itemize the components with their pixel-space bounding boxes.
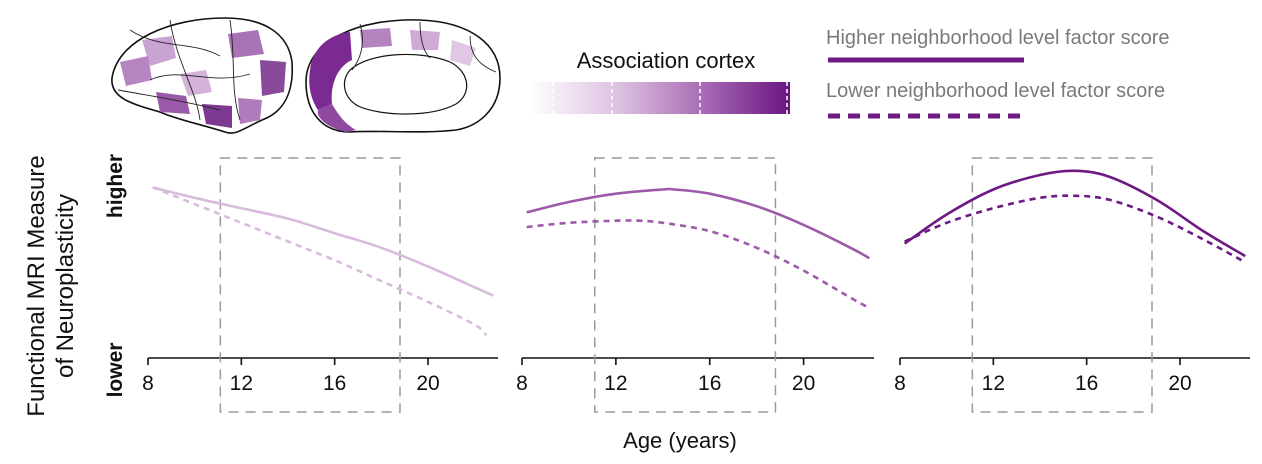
x-tick-label: 12 xyxy=(230,372,253,395)
x-tick-label: 8 xyxy=(142,372,154,395)
series-line-dashed xyxy=(526,219,870,310)
x-tick-label: 20 xyxy=(1168,372,1191,395)
series-line-dashed xyxy=(904,194,1246,264)
panel-2: 8 12 16 20 xyxy=(516,157,874,413)
brain-medial-icon xyxy=(305,19,501,133)
x-tick-label: 20 xyxy=(416,372,439,395)
gradient-title: Association cortex xyxy=(577,48,756,73)
y-tick-lower: lower xyxy=(104,343,127,398)
series-line-solid xyxy=(152,186,494,297)
age-window-box xyxy=(219,157,401,413)
x-tick-label: 16 xyxy=(323,372,346,395)
x-axis-label: Age (years) xyxy=(623,428,737,453)
x-tick-label: 12 xyxy=(982,372,1005,395)
association-gradient-bar xyxy=(528,82,790,114)
x-tick-label: 16 xyxy=(1075,372,1098,395)
y-axis-label-line1: Functional MRI Measure xyxy=(23,155,50,416)
panel-1: 8 12 16 20 xyxy=(142,157,498,413)
legend-label-dashed: Lower neighborhood level factor score xyxy=(826,80,1165,102)
series-line-solid xyxy=(526,187,870,260)
series-line-dashed xyxy=(152,186,488,337)
series-line-solid xyxy=(903,169,1246,258)
age-window-box xyxy=(593,157,777,413)
y-tick-higher: higher xyxy=(104,154,127,218)
x-tick-label: 16 xyxy=(698,372,721,395)
x-tick-label: 12 xyxy=(604,372,627,395)
x-tick-label: 8 xyxy=(894,372,906,395)
x-tick-label: 20 xyxy=(792,372,815,395)
age-window-box xyxy=(971,157,1153,413)
brain-lateral-icon xyxy=(111,17,294,134)
x-tick-label: 8 xyxy=(516,372,528,395)
panel-3: 8 12 16 20 xyxy=(894,157,1250,413)
y-axis-label-line2: of Neuroplasticity xyxy=(52,194,79,378)
legend-label-solid: Higher neighborhood level factor score xyxy=(826,27,1170,49)
